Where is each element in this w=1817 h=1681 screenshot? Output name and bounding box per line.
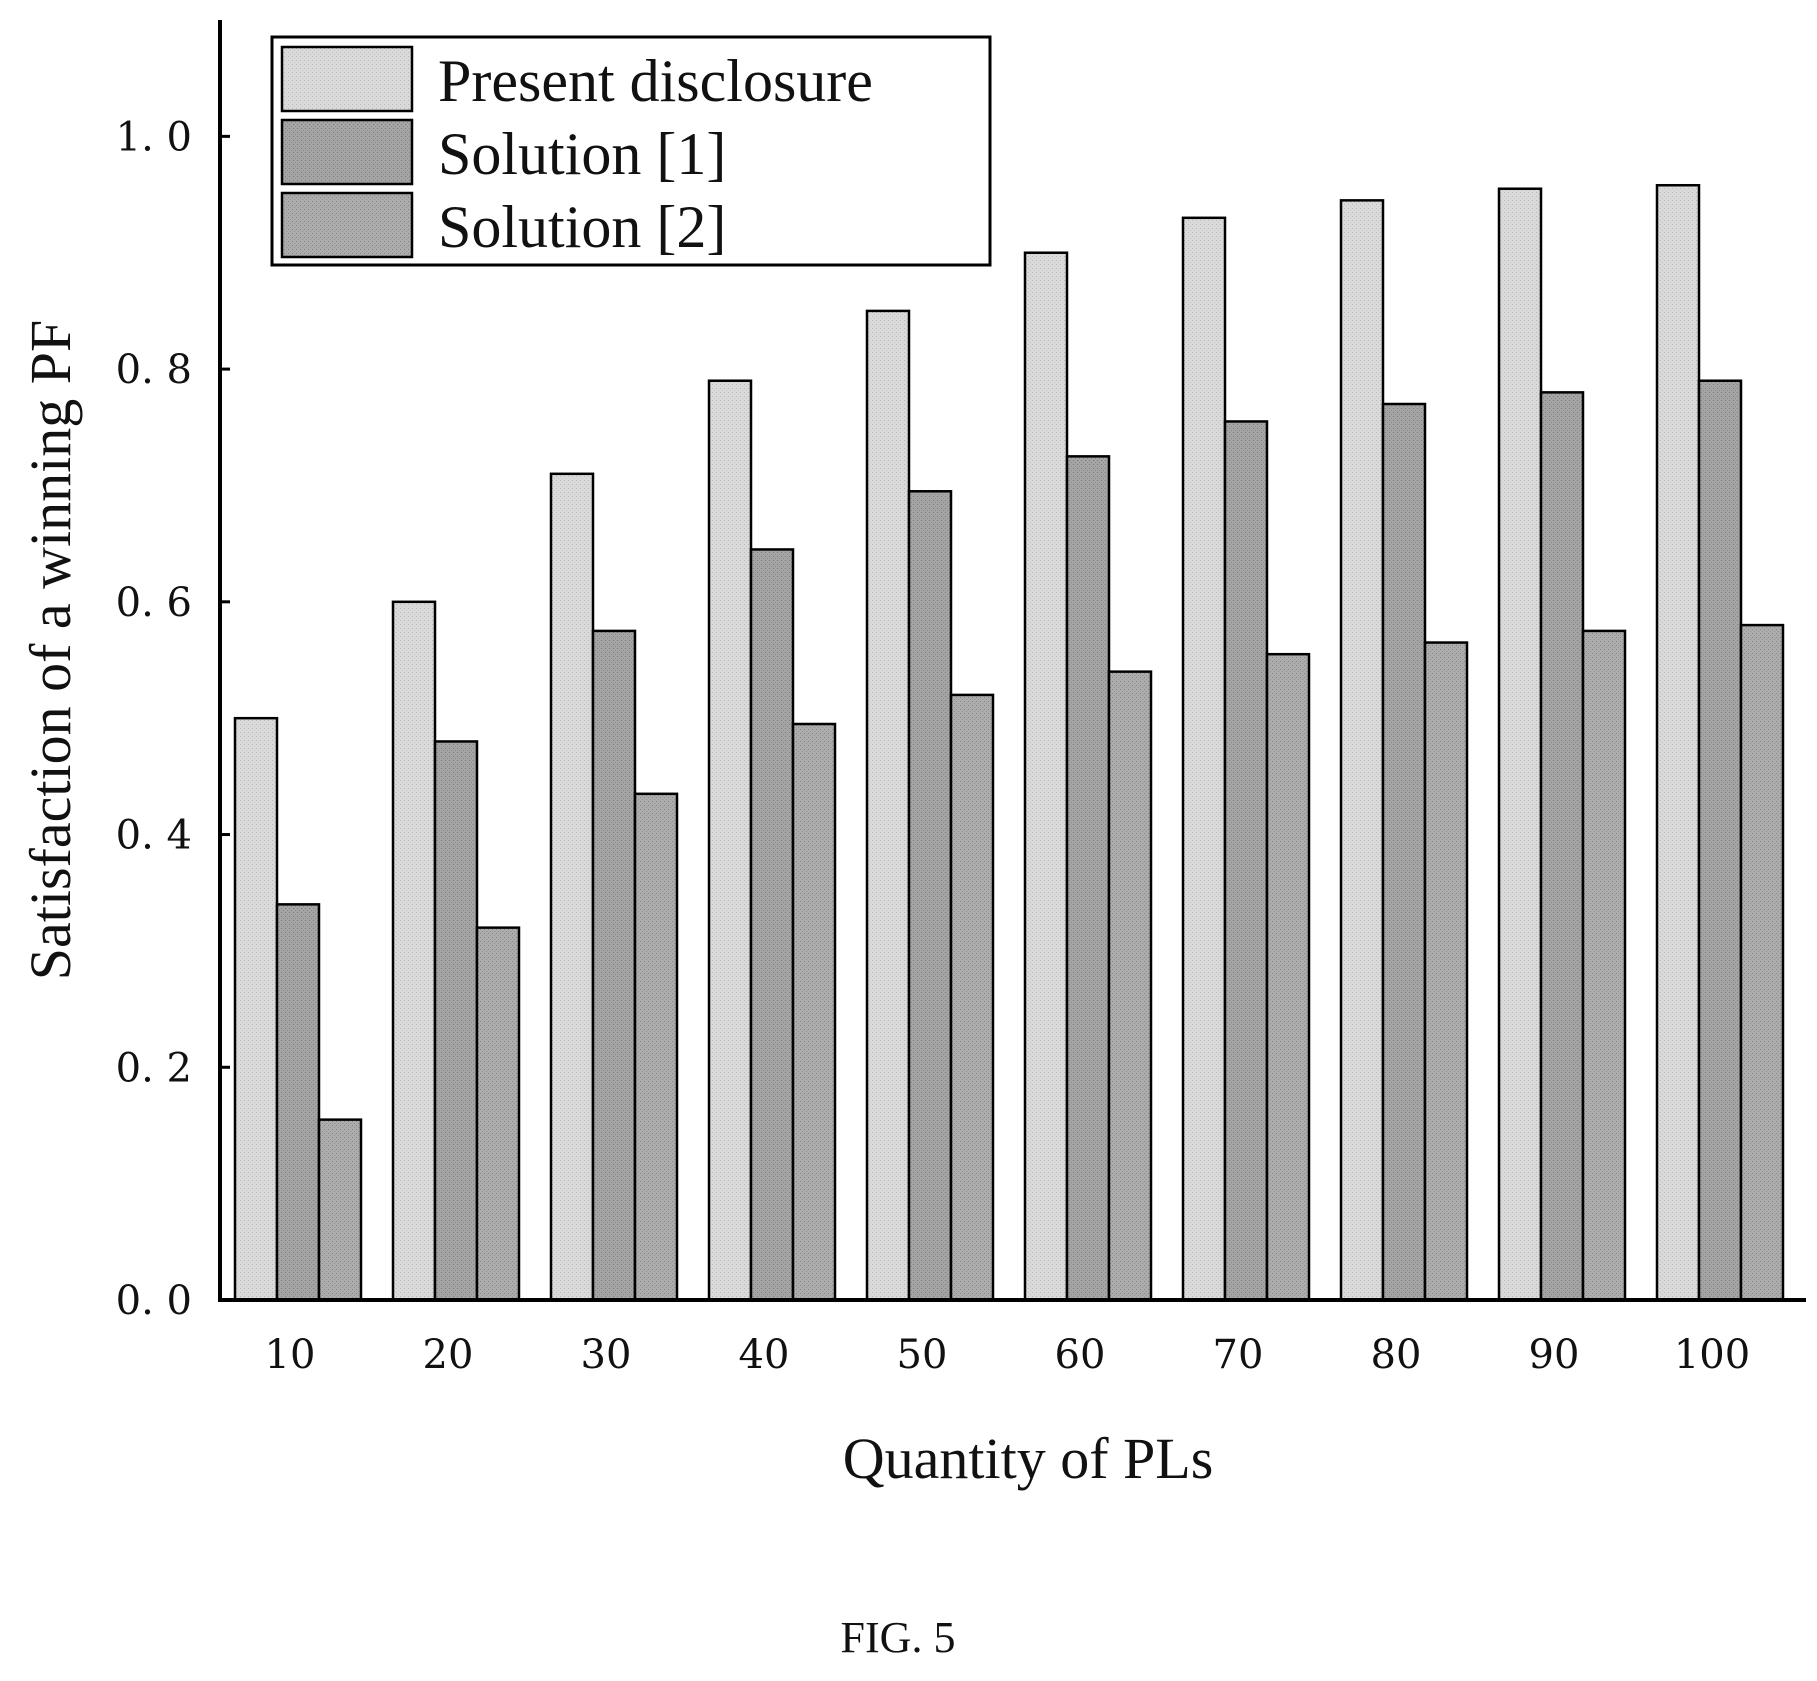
bar-solution-1-30 bbox=[591, 629, 637, 1302]
bar-present-disclosure-40 bbox=[707, 379, 753, 1302]
bar-solution-2-70 bbox=[1265, 652, 1311, 1302]
bar-solution-2-10 bbox=[317, 1118, 363, 1302]
x-tick-label: 100 bbox=[1674, 1332, 1750, 1378]
bar-present-disclosure-50 bbox=[865, 309, 911, 1302]
y-tick-label: 0. 8 bbox=[116, 347, 192, 393]
bar-solution-1-20 bbox=[433, 740, 479, 1302]
bar-solution-1-100 bbox=[1697, 379, 1743, 1302]
x-tick-label: 40 bbox=[739, 1332, 790, 1378]
legend-label-present-disclosure: Present disclosure bbox=[438, 48, 873, 114]
y-ticks-group: 0. 0 0. 2 0. 4 0. 6 0. 8 1. 0 bbox=[116, 114, 230, 1324]
x-tick-label: 10 bbox=[265, 1332, 316, 1378]
legend-swatch-solution-2 bbox=[280, 191, 414, 259]
y-tick-label: 0. 2 bbox=[116, 1045, 192, 1091]
y-tick-label: 0. 6 bbox=[116, 580, 192, 626]
x-tick-label: 30 bbox=[581, 1332, 632, 1378]
bar-solution-2-20 bbox=[475, 926, 521, 1302]
bar-solution-1-10 bbox=[275, 903, 321, 1302]
y-tick-label: 0. 0 bbox=[116, 1278, 192, 1324]
legend-swatch-present-disclosure bbox=[280, 45, 414, 113]
bar-present-disclosure-60 bbox=[1023, 251, 1069, 1302]
bar-present-disclosure-70 bbox=[1181, 216, 1227, 1302]
bar-solution-1-60 bbox=[1065, 455, 1111, 1302]
bar-present-disclosure-20 bbox=[391, 600, 437, 1302]
legend-label-solution-1: Solution [1] bbox=[438, 121, 726, 187]
x-tick-label: 70 bbox=[1213, 1332, 1264, 1378]
x-tick-label: 90 bbox=[1529, 1332, 1580, 1378]
bar-solution-1-50 bbox=[907, 490, 953, 1302]
x-axis-title: Quantity of PLs bbox=[843, 1426, 1214, 1491]
x-tick-label: 60 bbox=[1055, 1332, 1106, 1378]
bar-solution-2-60 bbox=[1107, 670, 1153, 1302]
legend-swatch-solution-1 bbox=[280, 118, 414, 186]
x-tick-label: 20 bbox=[423, 1332, 474, 1378]
bar-present-disclosure-80 bbox=[1339, 199, 1385, 1302]
bar-solution-2-100 bbox=[1739, 623, 1785, 1302]
bar-solution-2-80 bbox=[1423, 641, 1469, 1302]
bars-group bbox=[233, 183, 1785, 1302]
bar-solution-2-50 bbox=[949, 693, 995, 1302]
x-tick-label: 80 bbox=[1371, 1332, 1422, 1378]
bar-present-disclosure-30 bbox=[549, 472, 595, 1302]
legend-label-solution-2: Solution [2] bbox=[438, 194, 726, 260]
bar-solution-2-40 bbox=[791, 722, 837, 1302]
y-tick-label: 0. 4 bbox=[116, 813, 192, 859]
y-axis-title: Satisfaction of a winning PF bbox=[18, 320, 83, 981]
y-tick-label: 1. 0 bbox=[116, 114, 192, 160]
bar-solution-1-90 bbox=[1539, 391, 1585, 1302]
bar-solution-1-40 bbox=[749, 548, 795, 1302]
figure-caption: FIG. 5 bbox=[841, 1613, 956, 1662]
bar-present-disclosure-100 bbox=[1655, 183, 1701, 1302]
x-tick-label: 50 bbox=[897, 1332, 948, 1378]
bar-solution-1-80 bbox=[1381, 402, 1427, 1302]
bar-solution-1-70 bbox=[1223, 420, 1269, 1302]
legend: Present disclosure Solution [1] Solution… bbox=[270, 35, 992, 267]
bar-present-disclosure-10 bbox=[233, 716, 279, 1302]
bar-solution-2-30 bbox=[633, 792, 679, 1302]
x-ticks-group: 10 20 30 40 50 60 70 80 90 100 bbox=[265, 1332, 1751, 1378]
bar-solution-2-90 bbox=[1581, 629, 1627, 1302]
bar-present-disclosure-90 bbox=[1497, 187, 1543, 1302]
